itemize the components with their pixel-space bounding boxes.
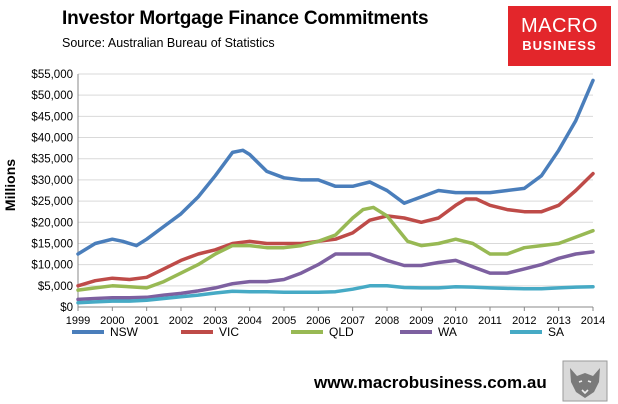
y-tick-label: $30,000 [31, 175, 73, 187]
y-tick-label: $10,000 [31, 260, 73, 272]
x-tick-label: 2011 [478, 315, 502, 327]
y-tick-label: $5,000 [38, 281, 73, 293]
series-line-sa [76, 284, 595, 305]
y-axis-label: Millions [2, 159, 18, 211]
legend-label-sa: SA [548, 325, 564, 339]
series-line-wa [76, 250, 595, 302]
series-line-vic [76, 171, 595, 288]
macrobusiness-logo: MACRO BUSINESS [508, 6, 611, 66]
gridlines [77, 73, 593, 308]
legend-label-nsw: NSW [110, 325, 139, 339]
y-tick-label: $40,000 [31, 133, 73, 145]
series-line-nsw [76, 78, 595, 256]
x-tick-label: 2006 [306, 315, 330, 327]
y-tick-label: $25,000 [31, 196, 73, 208]
legend: NSW VIC QLD WA SA [72, 325, 564, 339]
chart-title: Investor Mortgage Finance Commitments [62, 8, 429, 29]
y-tick-label: $35,000 [31, 154, 73, 166]
x-tick-label: 2000 [100, 315, 124, 327]
x-tick-label: 2005 [272, 315, 296, 327]
x-tick-label: 2003 [203, 315, 227, 327]
x-tick-label: 2008 [375, 315, 399, 327]
legend-label-wa: WA [438, 325, 457, 339]
x-tick-label: 2009 [409, 315, 433, 327]
chart-subtitle: Source: Australian Bureau of Statistics [62, 36, 275, 50]
x-tick-label: 2004 [237, 315, 261, 327]
y-tick-label: $45,000 [31, 111, 73, 123]
line-chart: $0 $5,000 $10,000 $15,000 $20,000 $25,000 $30,… [2, 69, 605, 339]
series-lines [76, 78, 595, 305]
wolf-icon [562, 360, 608, 402]
y-tick-label: $15,000 [31, 238, 73, 250]
y-tick-label: $0 [60, 302, 73, 314]
x-axis-ticks: 1999 2000 2001 2002 2003 2004 2005 2006 2007 2008… [66, 307, 605, 327]
x-tick-label: 2012 [512, 315, 536, 327]
y-tick-label: $50,000 [31, 90, 73, 102]
x-tick-label: 2014 [581, 315, 605, 327]
x-tick-label: 2001 [134, 315, 158, 327]
legend-label-qld: QLD [329, 325, 354, 339]
y-tick-label: $55,000 [31, 69, 73, 81]
logo-line-2: BUSINESS [522, 38, 597, 53]
x-tick-label: 2010 [443, 315, 467, 327]
x-tick-label: 1999 [66, 315, 90, 327]
logo-line-1: MACRO [521, 15, 598, 37]
y-tick-label: $20,000 [31, 217, 73, 229]
series-line-qld [76, 205, 595, 292]
x-tick-label: 2007 [340, 315, 364, 327]
y-axis-ticks: $0 $5,000 $10,000 $15,000 $20,000 $25,000 $30,… [31, 69, 73, 314]
footer-url: www.macrobusiness.com.au [314, 373, 547, 392]
legend-label-vic: VIC [219, 325, 239, 339]
x-tick-label: 2013 [546, 315, 570, 327]
x-tick-label: 2002 [169, 315, 193, 327]
